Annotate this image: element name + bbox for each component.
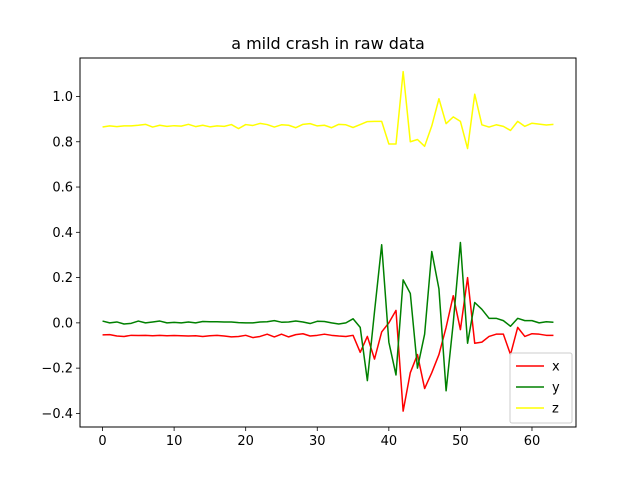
x-tick-label: 50	[452, 434, 469, 449]
x-axis: 0 10 20 30 40 50 60	[98, 427, 540, 449]
y-tick-label: 0.4	[52, 226, 73, 241]
x-tick-label: 30	[309, 434, 326, 449]
y-tick-label: 0.2	[52, 271, 73, 286]
series-line-x	[102, 276, 554, 412]
y-tick-label: 0.8	[52, 135, 73, 150]
legend-box	[509, 352, 573, 424]
x-tick-label: 0	[98, 434, 106, 449]
x-tick-label: 40	[381, 434, 398, 449]
legend: xyz	[509, 352, 573, 424]
series-line-y	[102, 241, 554, 392]
x-tick-label: 60	[524, 434, 541, 449]
y-tick-label: −0.2	[41, 362, 73, 377]
y-axis: −0.4 −0.2 0.0 0.2 0.4 0.6 0.8 1.0	[41, 90, 80, 422]
legend-label-z: z	[552, 402, 559, 417]
x-tick-label: 10	[166, 434, 183, 449]
plot-frame	[79, 57, 577, 428]
legend-label-x: x	[552, 360, 560, 375]
series-layer	[102, 70, 554, 412]
y-tick-label: 0.6	[52, 181, 73, 196]
chart-title: a mild crash in raw data	[231, 34, 425, 53]
y-tick-label: 0.0	[52, 316, 73, 331]
series-line-z	[102, 70, 554, 150]
x-tick-label: 20	[237, 434, 254, 449]
y-tick-label: −0.4	[41, 407, 73, 422]
legend-label-y: y	[552, 381, 560, 396]
y-tick-label: 1.0	[52, 90, 73, 105]
